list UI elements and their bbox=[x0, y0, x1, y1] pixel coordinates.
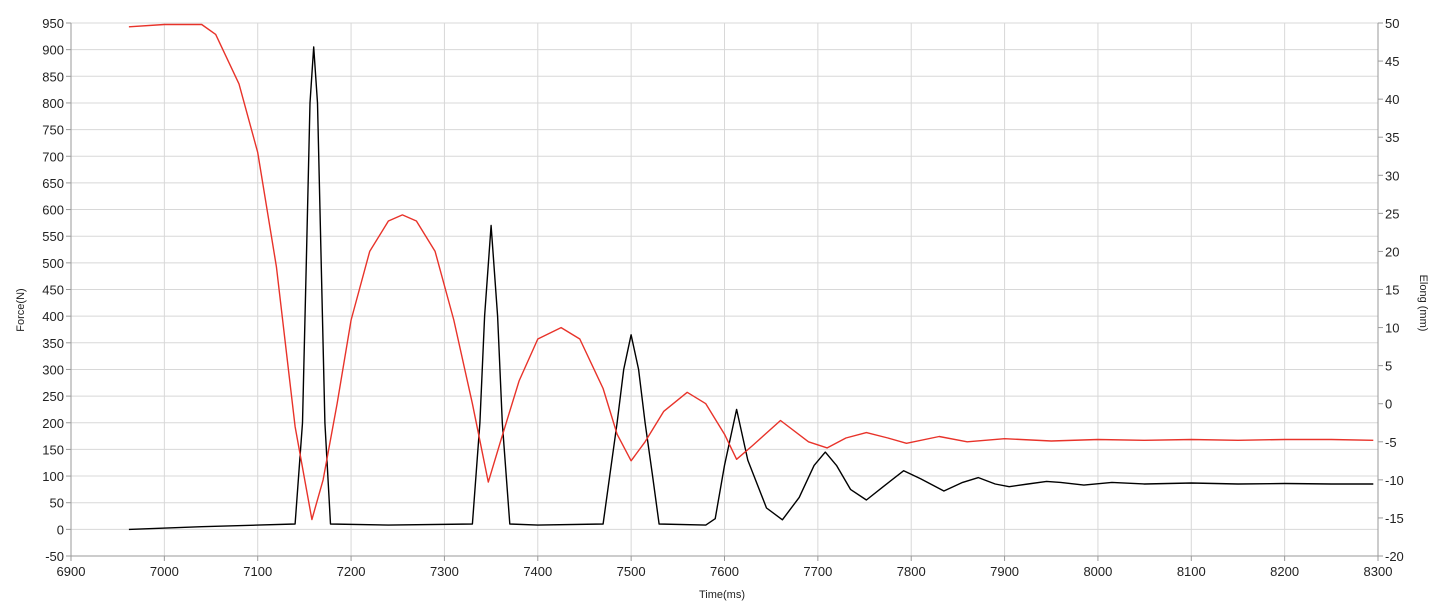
x-tick-label: 8000 bbox=[1083, 564, 1112, 579]
force-series-line bbox=[128, 46, 1374, 531]
x-tick-label: 7100 bbox=[243, 564, 272, 579]
left-y-tick-label: 300 bbox=[42, 362, 64, 377]
elongation-series-line bbox=[128, 23, 1374, 521]
right-y-tick-label: -10 bbox=[1385, 473, 1404, 488]
left-y-tick-label: 100 bbox=[42, 469, 64, 484]
left-y-tick-label: 500 bbox=[42, 256, 64, 271]
left-y-tick-label: 350 bbox=[42, 336, 64, 351]
grid-lines bbox=[70, 22, 1379, 557]
left-y-tick-label: 250 bbox=[42, 389, 64, 404]
right-y-tick-label: 0 bbox=[1385, 397, 1392, 412]
right-y-tick-label: 30 bbox=[1385, 168, 1399, 183]
left-y-tick-label: 600 bbox=[42, 203, 64, 218]
x-tick-label: 7200 bbox=[337, 564, 366, 579]
right-y-tick-label: 40 bbox=[1385, 92, 1399, 107]
left-y-tick-label: 450 bbox=[42, 283, 64, 298]
tick-labels: 6900 7000 7100 7200 7300 7400 7500 7600 7700 7800… bbox=[42, 16, 1404, 579]
left-y-tick-label: 800 bbox=[42, 96, 64, 111]
right-y-tick-label: 20 bbox=[1385, 244, 1399, 259]
x-tick-label: 7300 bbox=[430, 564, 459, 579]
axes bbox=[66, 22, 1383, 561]
x-tick-label: 8100 bbox=[1177, 564, 1206, 579]
x-tick-label: 7500 bbox=[617, 564, 646, 579]
right-y-tick-label: -15 bbox=[1385, 511, 1404, 526]
right-y-tick-label: 35 bbox=[1385, 130, 1399, 145]
x-tick-label: 8300 bbox=[1364, 564, 1393, 579]
right-y-tick-label: 25 bbox=[1385, 206, 1399, 221]
left-y-tick-label: -50 bbox=[45, 549, 64, 564]
left-y-tick-label: 150 bbox=[42, 442, 64, 457]
left-y-tick-label: 900 bbox=[42, 43, 64, 58]
left-y-tick-label: 850 bbox=[42, 69, 64, 84]
left-y-tick-label: 50 bbox=[50, 496, 64, 511]
left-y-tick-label: 200 bbox=[42, 416, 64, 431]
right-y-tick-label: -5 bbox=[1385, 435, 1397, 450]
right-y-tick-label: 45 bbox=[1385, 54, 1399, 69]
x-tick-label: 8200 bbox=[1270, 564, 1299, 579]
right-y-tick-label: 50 bbox=[1385, 16, 1399, 31]
left-y-tick-label: 700 bbox=[42, 149, 64, 164]
x-tick-label: 7000 bbox=[150, 564, 179, 579]
x-tick-label: 6900 bbox=[57, 564, 86, 579]
x-tick-label: 7400 bbox=[523, 564, 552, 579]
x-tick-label: 7900 bbox=[990, 564, 1019, 579]
x-axis-title: Time(ms) bbox=[699, 589, 745, 601]
left-y-axis-title: Force(N) bbox=[15, 288, 27, 331]
x-tick-label: 7800 bbox=[897, 564, 926, 579]
x-tick-label: 7600 bbox=[710, 564, 739, 579]
left-y-tick-label: 750 bbox=[42, 123, 64, 138]
left-y-tick-label: 0 bbox=[57, 522, 64, 537]
right-y-tick-label: 15 bbox=[1385, 283, 1399, 298]
right-y-tick-label: -20 bbox=[1385, 549, 1404, 564]
left-y-tick-label: 550 bbox=[42, 229, 64, 244]
right-y-tick-label: 5 bbox=[1385, 359, 1392, 374]
right-y-tick-label: 10 bbox=[1385, 321, 1399, 336]
plot-area bbox=[128, 23, 1374, 531]
x-tick-label: 7700 bbox=[803, 564, 832, 579]
left-y-tick-label: 400 bbox=[42, 309, 64, 324]
left-y-tick-label: 650 bbox=[42, 176, 64, 191]
right-y-axis-title: Elong (mm) bbox=[1417, 275, 1429, 332]
left-y-tick-label: 950 bbox=[42, 16, 64, 31]
